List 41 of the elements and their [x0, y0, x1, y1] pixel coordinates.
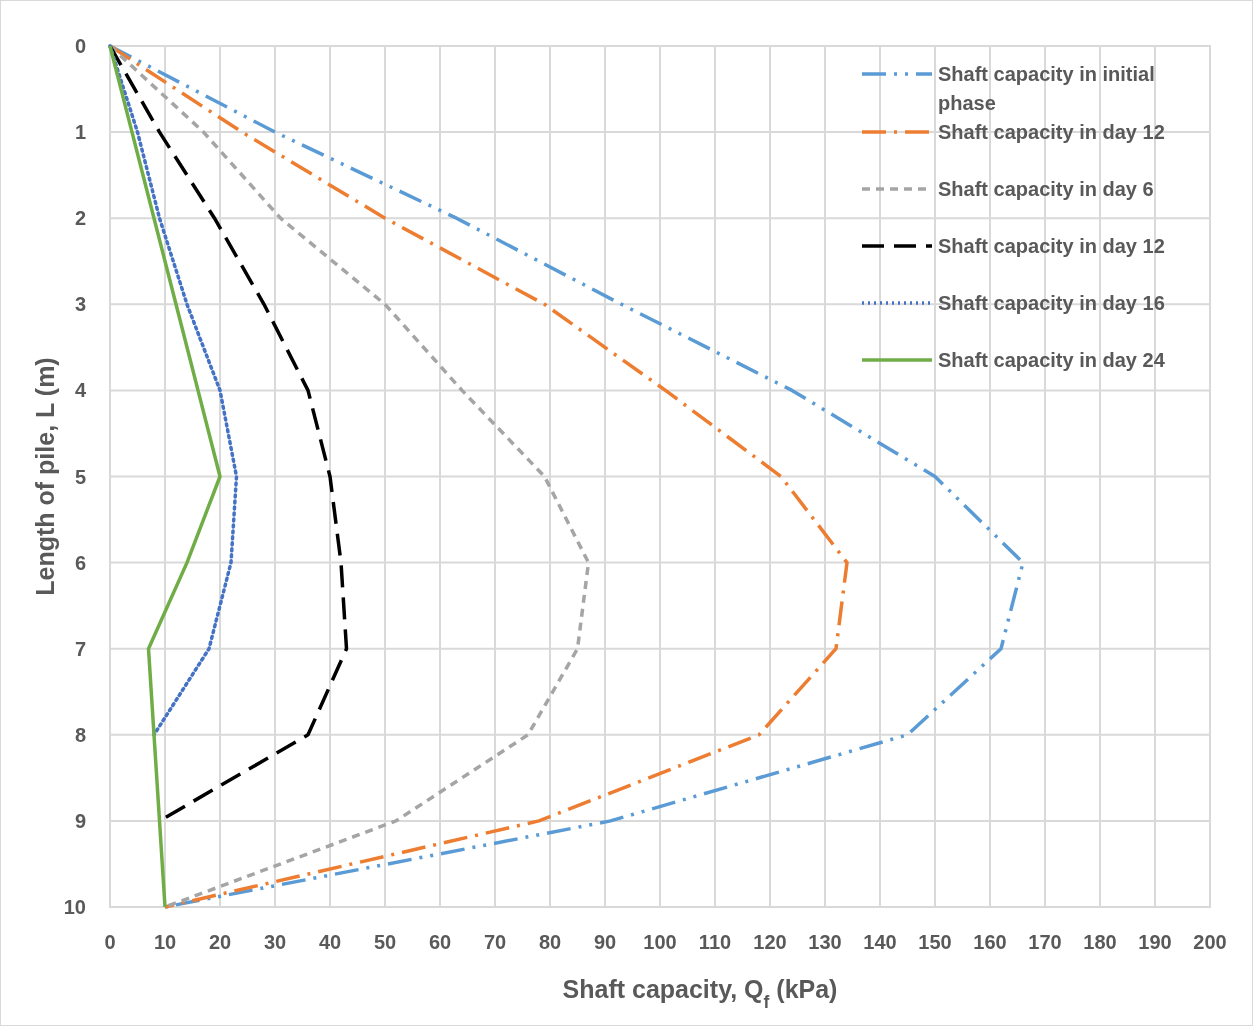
legend-label: Shaft capacity in day 24 — [938, 349, 1166, 371]
x-tick-label: 30 — [263, 931, 287, 953]
x-tick-label: 110 — [698, 931, 732, 953]
x-tick-label: 90 — [593, 931, 617, 953]
x-tick-label: 120 — [753, 931, 787, 953]
x-tick-label: 130 — [808, 931, 842, 953]
y-tick-label: 1 — [74, 121, 86, 144]
legend-label: Shaft capacity in day 12 — [938, 235, 1165, 257]
y-axis-title: Length of pile, L (m) — [31, 357, 59, 596]
x-tick-label: 60 — [428, 931, 452, 953]
x-tick-label: 180 — [1083, 931, 1117, 953]
x-tick-label: 10 — [153, 931, 177, 953]
x-tick-label: 160 — [973, 931, 1007, 953]
x-tick-label: 70 — [483, 931, 507, 953]
y-tick-label: 3 — [74, 293, 86, 316]
legend-label: Shaft capacity in day 16 — [938, 292, 1165, 314]
x-axis-title: Shaft capacity, Q$_{f}$ (kPa) — [562, 975, 838, 1012]
y-tick-label: 9 — [74, 809, 86, 832]
x-tick-label: 20 — [208, 931, 232, 953]
x-tick-label: 100 — [643, 931, 677, 953]
legend-label: Shaft capacity in initial phase — [938, 63, 1155, 114]
y-tick-label: 5 — [74, 465, 86, 488]
y-tick-label: 2 — [74, 207, 86, 230]
x-tick-label: 200 — [1193, 931, 1227, 953]
x-tick-label: 140 — [863, 931, 897, 953]
y-tick-label: 6 — [74, 551, 86, 574]
y-tick-label: 7 — [74, 637, 86, 660]
x-tick-label: 190 — [1138, 931, 1172, 953]
line-series — [108, 44, 222, 909]
x-tick-label: 0 — [104, 931, 116, 953]
x-tick-label: 150 — [918, 931, 952, 953]
y-tick-label: 8 — [74, 723, 86, 746]
legend-label: Shaft capacity in day 12 — [938, 121, 1165, 143]
x-tick-label: 170 — [1028, 931, 1062, 953]
x-tick-label: 80 — [538, 931, 562, 953]
y-tick-label: 10 — [63, 896, 86, 918]
y-tick-label: 4 — [74, 379, 87, 402]
legend-label: Shaft capacity in day 6 — [938, 178, 1154, 200]
x-tick-label: 50 — [373, 931, 397, 953]
x-tick-label: 40 — [318, 931, 342, 953]
y-tick-label: 0 — [74, 35, 86, 57]
